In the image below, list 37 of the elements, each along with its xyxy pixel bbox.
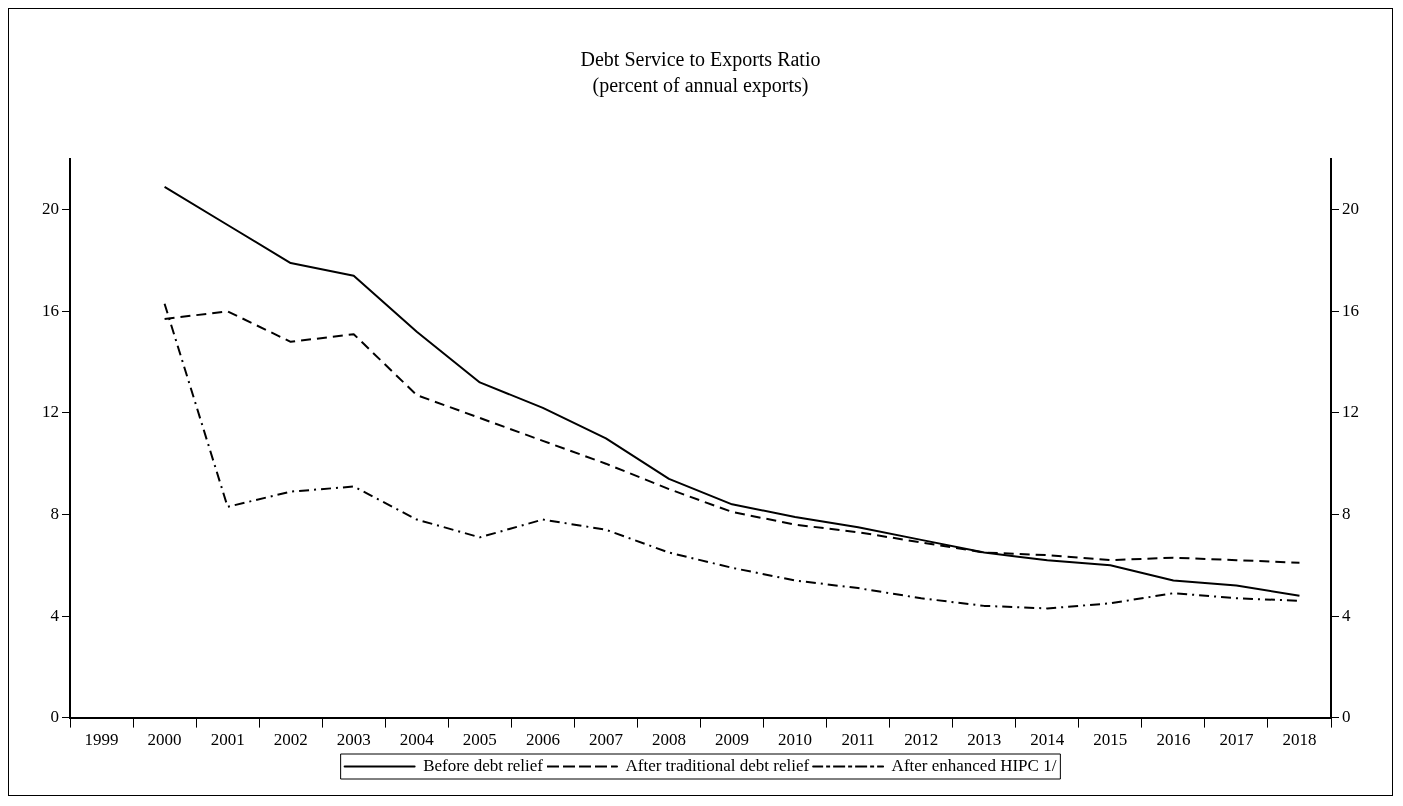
x-tick-label: 2003 xyxy=(336,730,371,750)
y2-tick-label: 4 xyxy=(1342,605,1351,625)
x-tick-label: 2017 xyxy=(1219,730,1254,750)
legend-label: After traditional debt relief xyxy=(625,755,810,775)
x-tick-label: 2011 xyxy=(841,730,875,750)
legend-label: After enhanced HIPC 1/ xyxy=(891,755,1057,775)
x-tick-label: 2014 xyxy=(1030,730,1065,750)
y2-tick-label: 0 xyxy=(1342,707,1351,727)
y-tick-label: 0 xyxy=(50,707,59,727)
y-tick-label: 12 xyxy=(42,402,59,422)
legend-label: Before debt relief xyxy=(423,755,544,775)
y2-tick-label: 8 xyxy=(1342,503,1351,523)
x-tick-label: 2015 xyxy=(1093,730,1128,750)
y-tick-label: 4 xyxy=(50,605,60,625)
y-tick-label: 8 xyxy=(50,503,59,523)
x-tick-label: 2001 xyxy=(210,730,245,750)
x-tick-label: 1999 xyxy=(84,730,119,750)
x-tick-label: 2016 xyxy=(1156,730,1191,750)
x-tick-label: 2008 xyxy=(651,730,686,750)
x-tick-label: 2012 xyxy=(904,730,939,750)
x-tick-label: 2009 xyxy=(715,730,750,750)
x-tick-label: 2007 xyxy=(588,730,624,750)
x-tick-label: 2013 xyxy=(967,730,1002,750)
x-tick-label: 2018 xyxy=(1282,730,1317,750)
y2-tick-label: 20 xyxy=(1342,199,1359,219)
y2-tick-label: 16 xyxy=(1342,300,1359,320)
x-tick-label: 2000 xyxy=(147,730,182,750)
x-tick-label: 2004 xyxy=(399,730,435,750)
y2-tick-label: 12 xyxy=(1342,402,1359,422)
x-tick-label: 2005 xyxy=(462,730,497,750)
y-tick-label: 20 xyxy=(42,199,59,219)
chart-subtitle: (percent of annual exports) xyxy=(592,74,809,98)
x-tick-label: 2010 xyxy=(778,730,813,750)
x-tick-label: 2006 xyxy=(525,730,560,750)
chart-title: Debt Service to Exports Ratio xyxy=(580,48,821,72)
x-tick-label: 2002 xyxy=(273,730,308,750)
y-tick-label: 16 xyxy=(42,300,59,320)
